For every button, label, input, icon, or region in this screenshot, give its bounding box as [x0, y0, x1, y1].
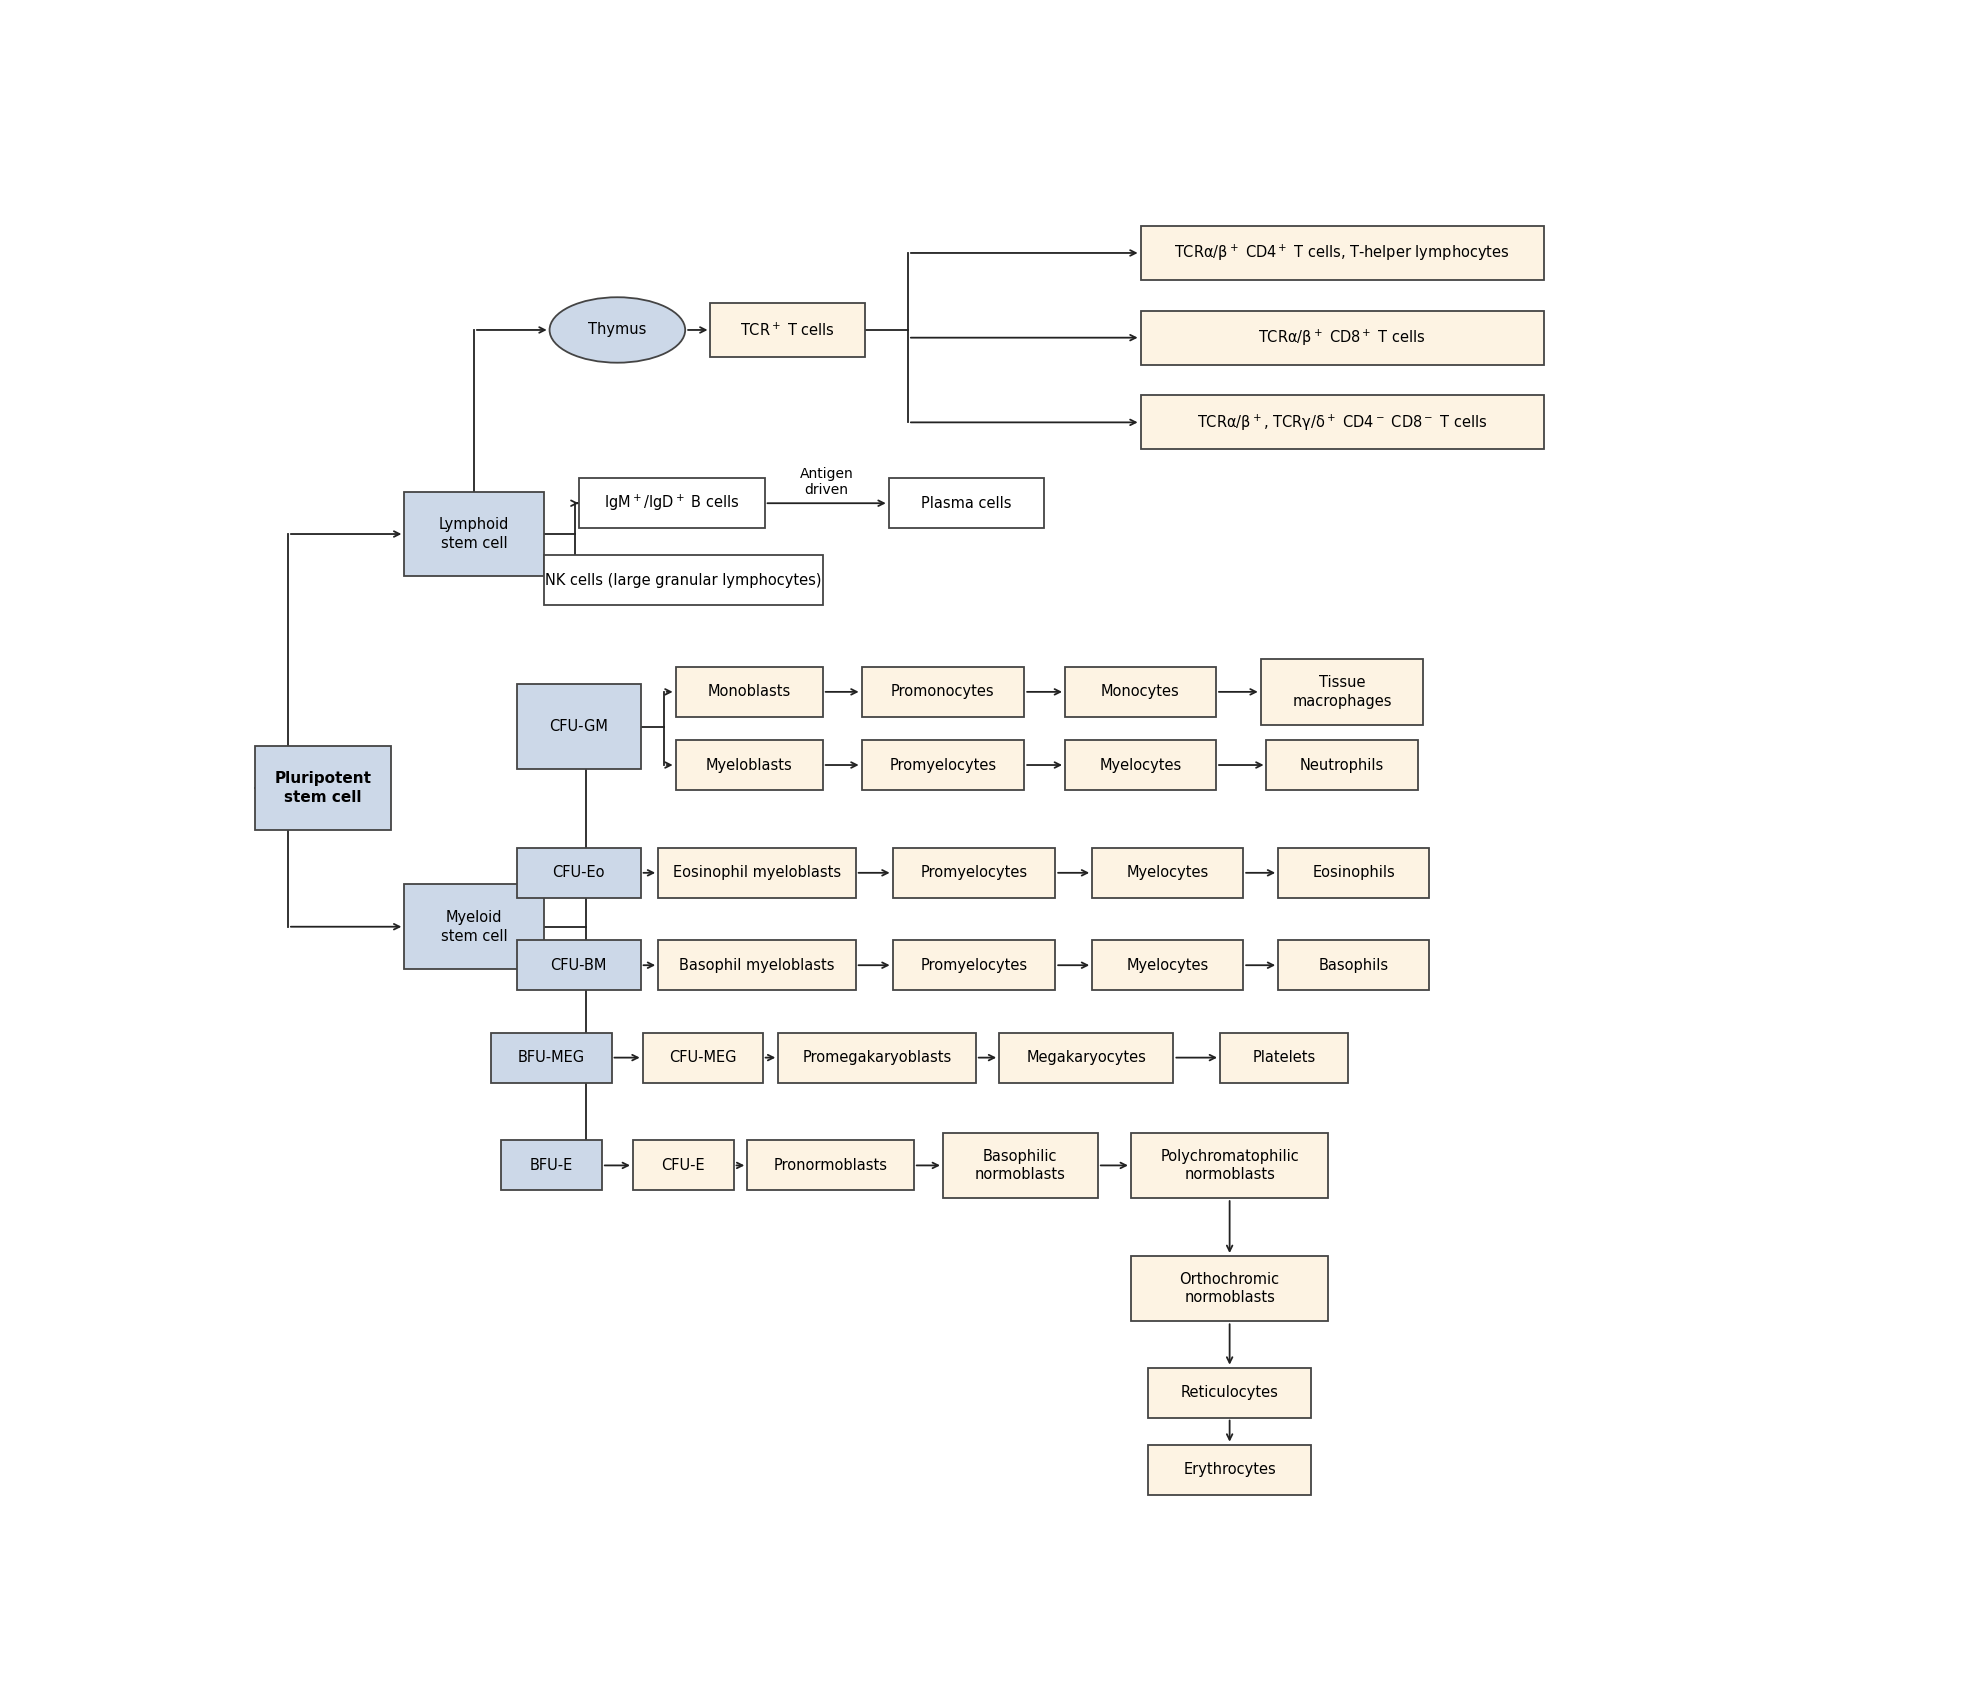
- Text: Platelets: Platelets: [1252, 1050, 1315, 1065]
- Bar: [658, 847, 856, 898]
- Text: Neutrophils: Neutrophils: [1300, 758, 1384, 773]
- Bar: [404, 884, 544, 969]
- Ellipse shape: [550, 298, 685, 362]
- Text: Pronormoblasts: Pronormoblasts: [773, 1158, 887, 1174]
- Text: Plasma cells: Plasma cells: [921, 495, 1011, 511]
- Text: Erythrocytes: Erythrocytes: [1184, 1463, 1276, 1476]
- Bar: [501, 1140, 603, 1190]
- Bar: [642, 1033, 764, 1082]
- Text: TCRα/β$^+$, TCRγ/δ$^+$ CD4$^-$ CD8$^-$ T cells: TCRα/β$^+$, TCRγ/δ$^+$ CD4$^-$ CD8$^-$ T…: [1197, 413, 1488, 433]
- Bar: [516, 940, 640, 991]
- Text: Basophilic
normoblasts: Basophilic normoblasts: [976, 1148, 1066, 1182]
- Text: CFU-MEG: CFU-MEG: [669, 1050, 736, 1065]
- Bar: [675, 741, 822, 790]
- Text: Thymus: Thymus: [589, 323, 646, 338]
- Bar: [893, 940, 1056, 991]
- Text: NK cells (large granular lymphocytes): NK cells (large granular lymphocytes): [546, 573, 821, 588]
- Bar: [516, 847, 640, 898]
- Text: Antigen
driven: Antigen driven: [799, 467, 854, 497]
- Bar: [1148, 1444, 1311, 1495]
- Bar: [1091, 847, 1243, 898]
- Bar: [1131, 1133, 1329, 1199]
- Text: CFU-Eo: CFU-Eo: [552, 866, 605, 881]
- Text: Polychromatophilic
normoblasts: Polychromatophilic normoblasts: [1160, 1148, 1300, 1182]
- Text: Tissue
macrophages: Tissue macrophages: [1292, 675, 1392, 709]
- Text: Monoblasts: Monoblasts: [707, 685, 791, 700]
- Bar: [544, 555, 822, 605]
- Text: Myelocytes: Myelocytes: [1127, 957, 1209, 972]
- Bar: [893, 847, 1056, 898]
- Text: Pluripotent
stem cell: Pluripotent stem cell: [275, 771, 371, 805]
- Bar: [632, 1140, 734, 1190]
- Text: BFU-MEG: BFU-MEG: [518, 1050, 585, 1065]
- Text: TCRα/β$^+$ CD4$^+$ T cells, T-helper lymphocytes: TCRα/β$^+$ CD4$^+$ T cells, T-helper lym…: [1174, 244, 1510, 264]
- Text: BFU-E: BFU-E: [530, 1158, 573, 1174]
- Bar: [1066, 666, 1215, 717]
- Bar: [1091, 940, 1243, 991]
- Bar: [1260, 659, 1423, 725]
- Text: Orthochromic
normoblasts: Orthochromic normoblasts: [1180, 1272, 1280, 1305]
- Bar: [1141, 396, 1543, 450]
- Text: Myeloid
stem cell: Myeloid stem cell: [440, 910, 506, 944]
- Bar: [1278, 940, 1429, 991]
- Bar: [999, 1033, 1174, 1082]
- Text: Promyelocytes: Promyelocytes: [921, 866, 1027, 881]
- Text: Eosinophil myeloblasts: Eosinophil myeloblasts: [673, 866, 840, 881]
- Text: CFU-E: CFU-E: [662, 1158, 705, 1174]
- Bar: [1219, 1033, 1349, 1082]
- Bar: [404, 492, 544, 577]
- Text: Basophils: Basophils: [1319, 957, 1388, 972]
- Bar: [1148, 1368, 1311, 1417]
- Text: Promonocytes: Promonocytes: [891, 685, 995, 700]
- Bar: [862, 666, 1025, 717]
- Text: TCR$^+$ T cells: TCR$^+$ T cells: [740, 321, 836, 338]
- Bar: [777, 1033, 976, 1082]
- Bar: [1141, 227, 1543, 281]
- Bar: [942, 1133, 1097, 1199]
- Text: Basophil myeloblasts: Basophil myeloblasts: [679, 957, 834, 972]
- Bar: [1131, 1256, 1329, 1321]
- Bar: [516, 685, 640, 769]
- Bar: [1141, 311, 1543, 365]
- Bar: [1066, 741, 1215, 790]
- Text: Myeloblasts: Myeloblasts: [707, 758, 793, 773]
- Bar: [579, 479, 766, 528]
- Text: Myelocytes: Myelocytes: [1099, 758, 1182, 773]
- Bar: [255, 746, 391, 830]
- Bar: [862, 741, 1025, 790]
- Bar: [1266, 741, 1417, 790]
- Text: Eosinophils: Eosinophils: [1311, 866, 1396, 881]
- Text: Promyelocytes: Promyelocytes: [889, 758, 997, 773]
- Text: Lymphoid
stem cell: Lymphoid stem cell: [440, 517, 508, 551]
- Text: TCRα/β$^+$ CD8$^+$ T cells: TCRα/β$^+$ CD8$^+$ T cells: [1258, 328, 1425, 348]
- Bar: [658, 940, 856, 991]
- Text: Reticulocytes: Reticulocytes: [1180, 1385, 1278, 1400]
- Text: Megakaryocytes: Megakaryocytes: [1027, 1050, 1146, 1065]
- Text: IgM$^+$/IgD$^+$ B cells: IgM$^+$/IgD$^+$ B cells: [605, 494, 740, 514]
- Bar: [491, 1033, 612, 1082]
- Bar: [748, 1140, 915, 1190]
- Text: Promegakaryoblasts: Promegakaryoblasts: [803, 1050, 952, 1065]
- Bar: [711, 303, 866, 357]
- Text: Monocytes: Monocytes: [1101, 685, 1180, 700]
- Bar: [675, 666, 822, 717]
- Text: CFU-GM: CFU-GM: [550, 719, 609, 734]
- Text: CFU-BM: CFU-BM: [550, 957, 607, 972]
- Bar: [889, 479, 1044, 528]
- Bar: [1278, 847, 1429, 898]
- Text: Promyelocytes: Promyelocytes: [921, 957, 1027, 972]
- Text: Myelocytes: Myelocytes: [1127, 866, 1209, 881]
